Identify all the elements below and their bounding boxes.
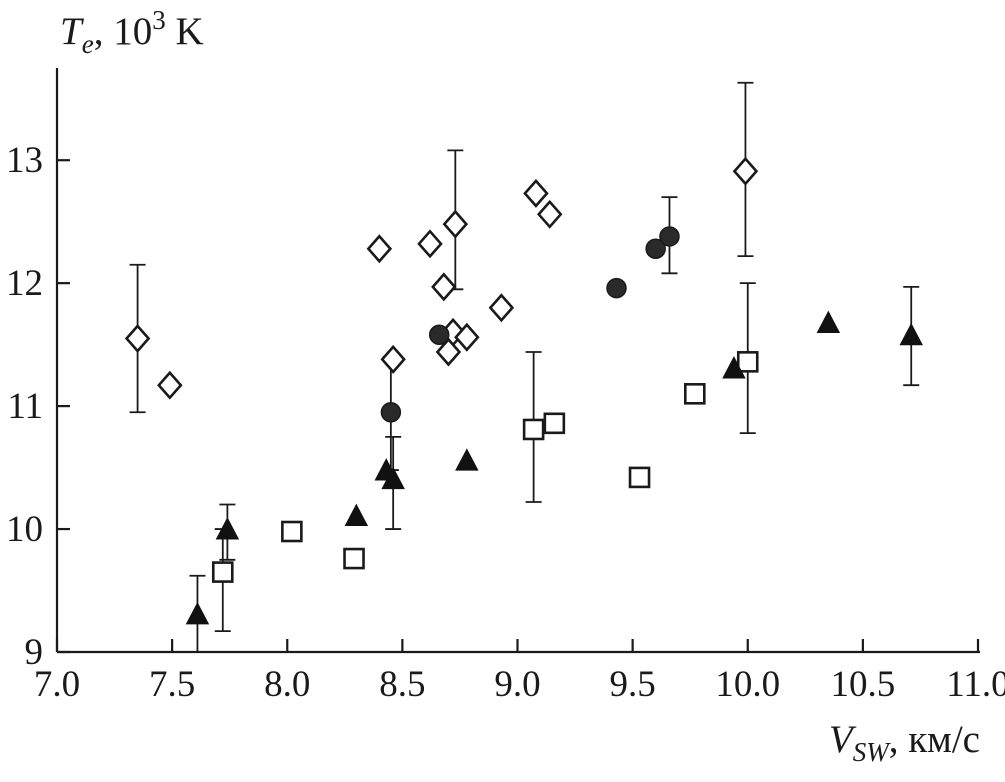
x-tick-label: 11.0 <box>946 664 1005 705</box>
y-tick-label: 9 <box>25 632 44 673</box>
open-diamond-marker <box>124 324 151 353</box>
filled-triangle-marker <box>899 322 923 346</box>
y-tick-label: 13 <box>6 140 43 181</box>
filled-triangle-marker <box>215 517 240 540</box>
open-square-marker <box>343 547 365 570</box>
open-diamond-marker <box>488 293 515 323</box>
filled-circle-marker <box>659 226 680 247</box>
open-diamond-marker <box>442 209 469 239</box>
filled-triangle-marker <box>344 503 369 527</box>
x-tick-label: 8.0 <box>264 664 310 705</box>
open-diamond-marker <box>523 178 549 208</box>
x-tick-label: 8.5 <box>379 664 425 705</box>
open-diamond-marker <box>417 229 443 259</box>
open-diamond-marker <box>732 156 759 186</box>
filled-circle-marker <box>428 324 450 346</box>
open-square-marker <box>522 418 545 441</box>
filled-triangle-marker <box>455 448 479 471</box>
open-diamond-marker <box>454 322 480 352</box>
x-tick-label: 7.0 <box>34 664 80 705</box>
filled-circle-marker <box>380 402 402 423</box>
open-diamond-marker <box>431 272 457 302</box>
open-diamond-marker <box>435 337 462 367</box>
open-diamond-marker <box>380 344 406 374</box>
y-tick-label: 12 <box>6 263 43 304</box>
y-tick-label: 11 <box>7 386 43 427</box>
open-square-marker <box>736 351 759 373</box>
open-square-marker <box>683 383 706 405</box>
x-tick-label: 9.0 <box>494 664 540 705</box>
open-diamond-marker <box>537 199 563 229</box>
filled-triangle-marker <box>381 466 405 490</box>
open-square-marker <box>543 412 566 435</box>
y-axis-title: Te, 103 K <box>60 5 204 59</box>
open-square-marker <box>211 561 234 583</box>
x-tick-label: 7.5 <box>149 664 195 705</box>
open-diamond-marker <box>366 234 393 264</box>
x-tick-label: 9.5 <box>610 664 656 705</box>
open-square-marker <box>281 520 303 543</box>
filled-circle-marker <box>645 238 666 259</box>
x-axis-title: VSW, км/с <box>829 718 980 767</box>
x-tick-label: 10.5 <box>831 664 896 705</box>
filled-triangle-marker <box>185 602 210 625</box>
filled-triangle-marker <box>816 310 841 333</box>
filled-circle-marker <box>606 277 627 299</box>
x-tick-label: 10.0 <box>715 664 780 705</box>
filled-triangle-marker <box>722 356 746 379</box>
y-tick-label: 10 <box>6 509 43 550</box>
open-square-marker <box>628 466 651 489</box>
open-diamond-marker <box>157 370 183 400</box>
